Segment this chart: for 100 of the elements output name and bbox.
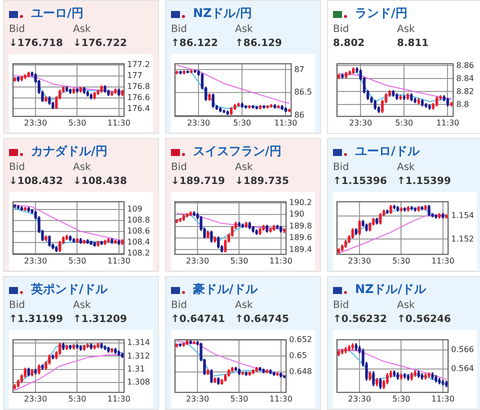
text: ↓108.432 — [9, 176, 64, 187]
x-tick-label: 23:30 — [187, 118, 210, 128]
text: Ask — [73, 162, 92, 173]
x-tick-label: 23:30 — [186, 394, 210, 404]
text: Bid — [171, 162, 188, 173]
x-tick-label: 23:30 — [349, 118, 372, 128]
y-tick-label: 176.8 — [127, 82, 150, 91]
text: Bid — [333, 300, 350, 311]
x-tick-label: 23:30 — [24, 256, 48, 266]
x-tick-label: 5:30 — [230, 394, 248, 404]
y-tick-label: 1.308 — [127, 378, 150, 387]
y-tick-label: 8.84 — [456, 74, 474, 83]
text: Ask — [397, 300, 416, 311]
x-tick-label: 5:30 — [392, 256, 410, 266]
x-tick-label: 11:30 — [431, 256, 454, 266]
chart-title: 豪ドル/ドル — [193, 280, 258, 298]
x-tick-label: 5:30 — [230, 256, 248, 266]
text: Ask — [235, 300, 254, 311]
y-tick-label: 1.314 — [127, 338, 150, 348]
chart-title: スイスフラン/円 — [193, 142, 282, 160]
chart-title: 英ポンド/ドル — [31, 280, 108, 298]
x-tick-label: 11:30 — [269, 256, 292, 266]
text: ↑1.31199 — [9, 314, 64, 325]
y-tick-label: 0.564 — [451, 364, 474, 373]
text: ↑0.64741 — [171, 314, 226, 325]
chart-title: NZドル/ドル — [355, 280, 426, 298]
y-tick-label: 0.566 — [451, 345, 474, 354]
x-tick-label: 11:30 — [107, 118, 130, 128]
text: Bid — [9, 24, 26, 35]
y-tick-label: 8.86 — [456, 60, 474, 70]
text: ↑86.129 — [235, 38, 283, 49]
text: ↑0.64745 — [235, 314, 290, 325]
y-tick-label: 189.6 — [289, 233, 312, 242]
y-tick-label: 189.4 — [289, 244, 312, 254]
y-tick-label: 177 — [127, 70, 142, 80]
y-tick-label: 87 — [294, 64, 304, 74]
text: ↑1.15399 — [397, 176, 452, 187]
text: Bid — [171, 300, 188, 311]
text: ↑1.31209 — [73, 314, 128, 325]
text: Ask — [397, 24, 416, 35]
y-tick-label: 8.82 — [456, 86, 474, 96]
y-tick-label: 109 — [127, 204, 142, 214]
chart-title: カナダドル/円 — [31, 142, 108, 160]
x-tick-label: 5:30 — [233, 118, 252, 128]
x-tick-label: 11:30 — [436, 118, 460, 128]
x-tick-label: 5:30 — [68, 118, 86, 128]
x-tick-label: 23:30 — [24, 118, 48, 128]
x-tick-label: 23:30 — [348, 394, 372, 404]
text: Bid — [171, 24, 188, 35]
text: ↑0.56232 — [333, 314, 388, 325]
x-tick-label: 5:30 — [68, 256, 86, 266]
text: Ask — [235, 24, 254, 35]
y-tick-label: 0.65 — [289, 351, 307, 360]
text: Bid — [333, 162, 350, 173]
x-tick-label: 5:30 — [68, 394, 86, 404]
x-tick-label: 11:30 — [269, 394, 292, 404]
y-tick-label: 108.8 — [127, 216, 150, 225]
y-tick-label: 1.312 — [127, 351, 150, 360]
text: Bid — [9, 300, 26, 311]
text: Ask — [73, 24, 92, 35]
text: ↓176.722 — [73, 38, 128, 49]
y-tick-label: 177.2 — [127, 60, 150, 69]
y-tick-label: 1.154 — [451, 210, 474, 220]
chart-title: NZドル/円 — [193, 4, 252, 22]
y-tick-label: 0.648 — [289, 367, 312, 376]
text: ↓189.735 — [235, 176, 290, 187]
x-tick-label: 23:30 — [186, 256, 210, 266]
y-tick-label: 176.4 — [127, 104, 150, 113]
x-tick-label: 11:30 — [107, 256, 130, 266]
text: ↓189.719 — [171, 176, 226, 187]
text: Bid — [9, 162, 26, 173]
x-tick-label: 11:30 — [107, 394, 130, 404]
y-tick-label: 0.652 — [289, 334, 312, 344]
text: ↑1.15396 — [333, 176, 388, 187]
text: ↑0.56246 — [397, 314, 452, 325]
text: Ask — [73, 300, 92, 311]
y-tick-label: 1.31 — [127, 364, 145, 374]
y-tick-label: 108.4 — [127, 237, 150, 246]
y-tick-label: 190.2 — [289, 198, 312, 208]
chart-title: ユーロ/ドル — [355, 142, 420, 160]
chart-title: ユーロ/円 — [31, 4, 84, 22]
y-tick-label: 86 — [294, 110, 304, 120]
x-tick-label: 11:30 — [431, 394, 454, 404]
chart-title: ランド/円 — [355, 4, 408, 22]
text: Ask — [235, 162, 254, 173]
y-tick-label: 176.6 — [127, 92, 150, 102]
y-tick-label: 108.6 — [127, 226, 150, 236]
x-tick-label: 5:30 — [392, 394, 410, 404]
y-tick-label: 86.5 — [294, 88, 312, 97]
y-tick-label: 1.152 — [451, 234, 474, 244]
text: 8.802 — [333, 38, 366, 49]
text: Ask — [397, 162, 416, 173]
y-tick-label: 190 — [289, 210, 304, 219]
x-tick-label: 23:30 — [348, 256, 372, 266]
text: ↓108.438 — [73, 176, 128, 187]
y-tick-label: 8.8 — [456, 100, 469, 109]
text: ↓176.718 — [9, 38, 64, 49]
text: 8.811 — [397, 38, 430, 49]
x-tick-label: 23:30 — [24, 394, 48, 404]
x-tick-label: 5:30 — [395, 118, 414, 128]
